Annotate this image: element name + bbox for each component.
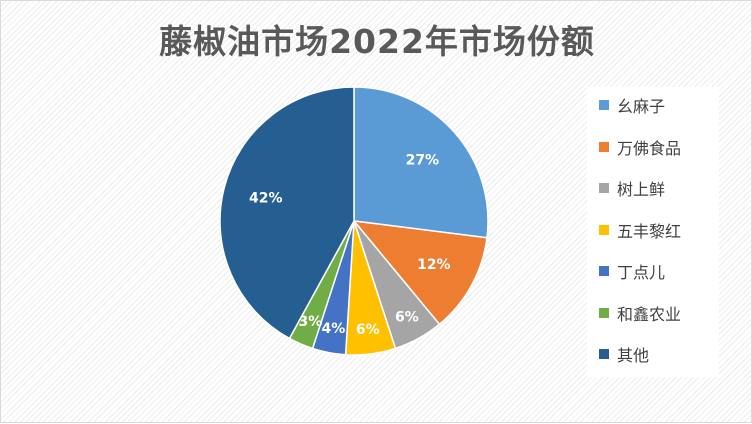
legend-label-5: 和鑫农业	[617, 304, 682, 324]
pie-slice-6	[219, 86, 355, 340]
slice-data-label-6: 42%	[249, 190, 283, 206]
chart-legend: 幺麻子万佛食品树上鲜五丰黎红丁点儿和鑫农业其他	[587, 87, 719, 377]
legend-item-0: 幺麻子	[599, 94, 665, 116]
legend-swatch-5	[599, 307, 609, 318]
legend-label-4: 丁点儿	[617, 263, 666, 282]
slice-data-label-5: 3%	[298, 314, 322, 330]
pie-slice-1	[352, 220, 488, 326]
slice-data-label-4: 4%	[322, 321, 346, 337]
legend-label-0: 幺麻子	[617, 97, 666, 116]
legend-swatch-3	[599, 224, 609, 235]
legend-label-6: 其他	[617, 346, 650, 365]
legend-swatch-4	[599, 266, 609, 276]
legend-label-1: 万佛食品	[617, 138, 682, 158]
legend-label-2: 树上鲜	[617, 180, 666, 199]
slice-data-label-3: 6%	[356, 322, 380, 338]
legend-swatch-0	[599, 100, 609, 110]
slice-data-label-1: 12%	[417, 257, 451, 273]
legend-item-2: 树上鲜	[599, 177, 665, 199]
chart-title: 藤椒油市场2022年市场份额	[159, 22, 595, 61]
slice-data-label-2: 6%	[395, 309, 419, 325]
legend-item-6: 其他	[599, 343, 649, 365]
slice-data-label-0: 27%	[406, 153, 440, 169]
pie-slice-0	[353, 86, 489, 239]
legend-swatch-1	[599, 141, 609, 152]
legend-item-3: 五丰黎红	[599, 219, 681, 241]
legend-item-5: 和鑫农业	[599, 302, 681, 324]
legend-swatch-2	[599, 183, 609, 193]
legend-swatch-6	[599, 349, 609, 359]
legend-item-4: 丁点儿	[599, 260, 665, 282]
legend-item-1: 万佛食品	[599, 136, 681, 158]
legend-label-3: 五丰黎红	[617, 221, 682, 241]
